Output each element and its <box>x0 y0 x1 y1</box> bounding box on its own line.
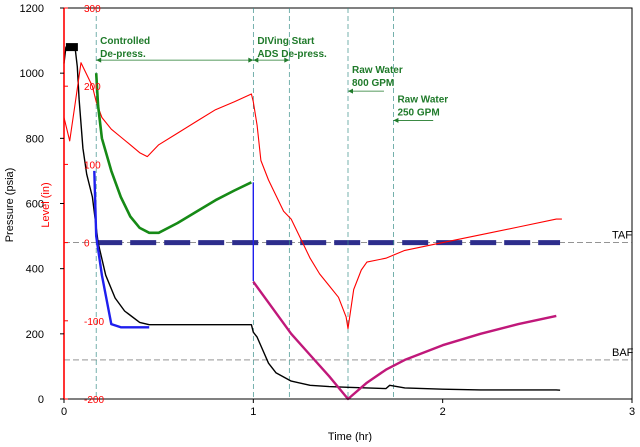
y-left-tick-label: 400 <box>26 264 44 276</box>
annotation-text-1: Controlled <box>100 36 150 47</box>
x-tick-label: 2 <box>440 406 446 418</box>
x-axis-label: Time (hr) <box>328 431 372 442</box>
series-blue-line <box>93 170 150 329</box>
raw-water-800-arrow-head <box>348 88 353 94</box>
y-right-tick-label: 100 <box>84 160 101 171</box>
y-axis-label-right: Level (in) <box>40 182 52 227</box>
y-right-tick-label: 0 <box>84 239 90 250</box>
ads-depress-arrow-tail-head <box>284 57 290 63</box>
y-right-tick-label: -200 <box>84 395 104 406</box>
y-left-tick-label: 1200 <box>20 3 44 15</box>
x-tick-label: 3 <box>629 406 635 418</box>
reference-lines: TAF BAF <box>64 230 634 361</box>
y-left-tick-label: 1000 <box>20 68 44 80</box>
annotation-text-3: DIVing Start <box>257 36 315 47</box>
x-tick-label: 0 <box>61 406 67 418</box>
raw-water-250-arrow-head <box>393 117 399 123</box>
annotations: Controlled De-press. DIVing Start ADS De-pr… <box>96 36 448 123</box>
annotation-text-6: 800 GPM <box>352 78 394 89</box>
y-right-tick-label: -100 <box>84 317 104 328</box>
x-tick-label: 1 <box>250 406 256 418</box>
y-left-tick-label: 200 <box>26 329 44 341</box>
y-left-tick-label: 800 <box>26 133 44 145</box>
data-series <box>63 43 562 401</box>
annotation-text-4: ADS De-press. <box>257 49 327 60</box>
pressure-start-marker <box>65 43 78 52</box>
annotation-text-8: 250 GPM <box>397 108 439 119</box>
series-pressure-line <box>63 46 561 391</box>
controlled-depress-arrow-tail-head <box>248 57 254 63</box>
y-axis-label-left: Pressure (psia) <box>4 168 16 243</box>
reference-label-baf: BAF <box>612 347 634 359</box>
y-left-tick-label: 0 <box>38 394 44 406</box>
ads-depress-arrow-head <box>253 57 259 63</box>
series-level-line <box>63 62 562 330</box>
axis-labels: Time (hr) Pressure (psia) Level (in) <box>4 168 372 443</box>
annotation-text-5: Raw Water <box>352 65 403 76</box>
annotation-text-2: De-press. <box>100 49 146 60</box>
controlled-depress-arrow-head <box>96 57 102 63</box>
y-right-tick-label: 300 <box>84 4 101 15</box>
annotation-text-7: Raw Water <box>397 94 448 105</box>
series-green-line <box>94 73 252 235</box>
event-lines <box>95 8 394 399</box>
tick-labels: 0 200 400 600 800 1000 1200 -200 -100 0 100 200 300 0… <box>20 3 636 418</box>
reference-label-taf: TAF <box>612 230 632 242</box>
series-magenta-line <box>252 280 557 401</box>
y-left-tick-label: 600 <box>26 199 44 211</box>
y-right-tick-label: 200 <box>84 82 101 93</box>
